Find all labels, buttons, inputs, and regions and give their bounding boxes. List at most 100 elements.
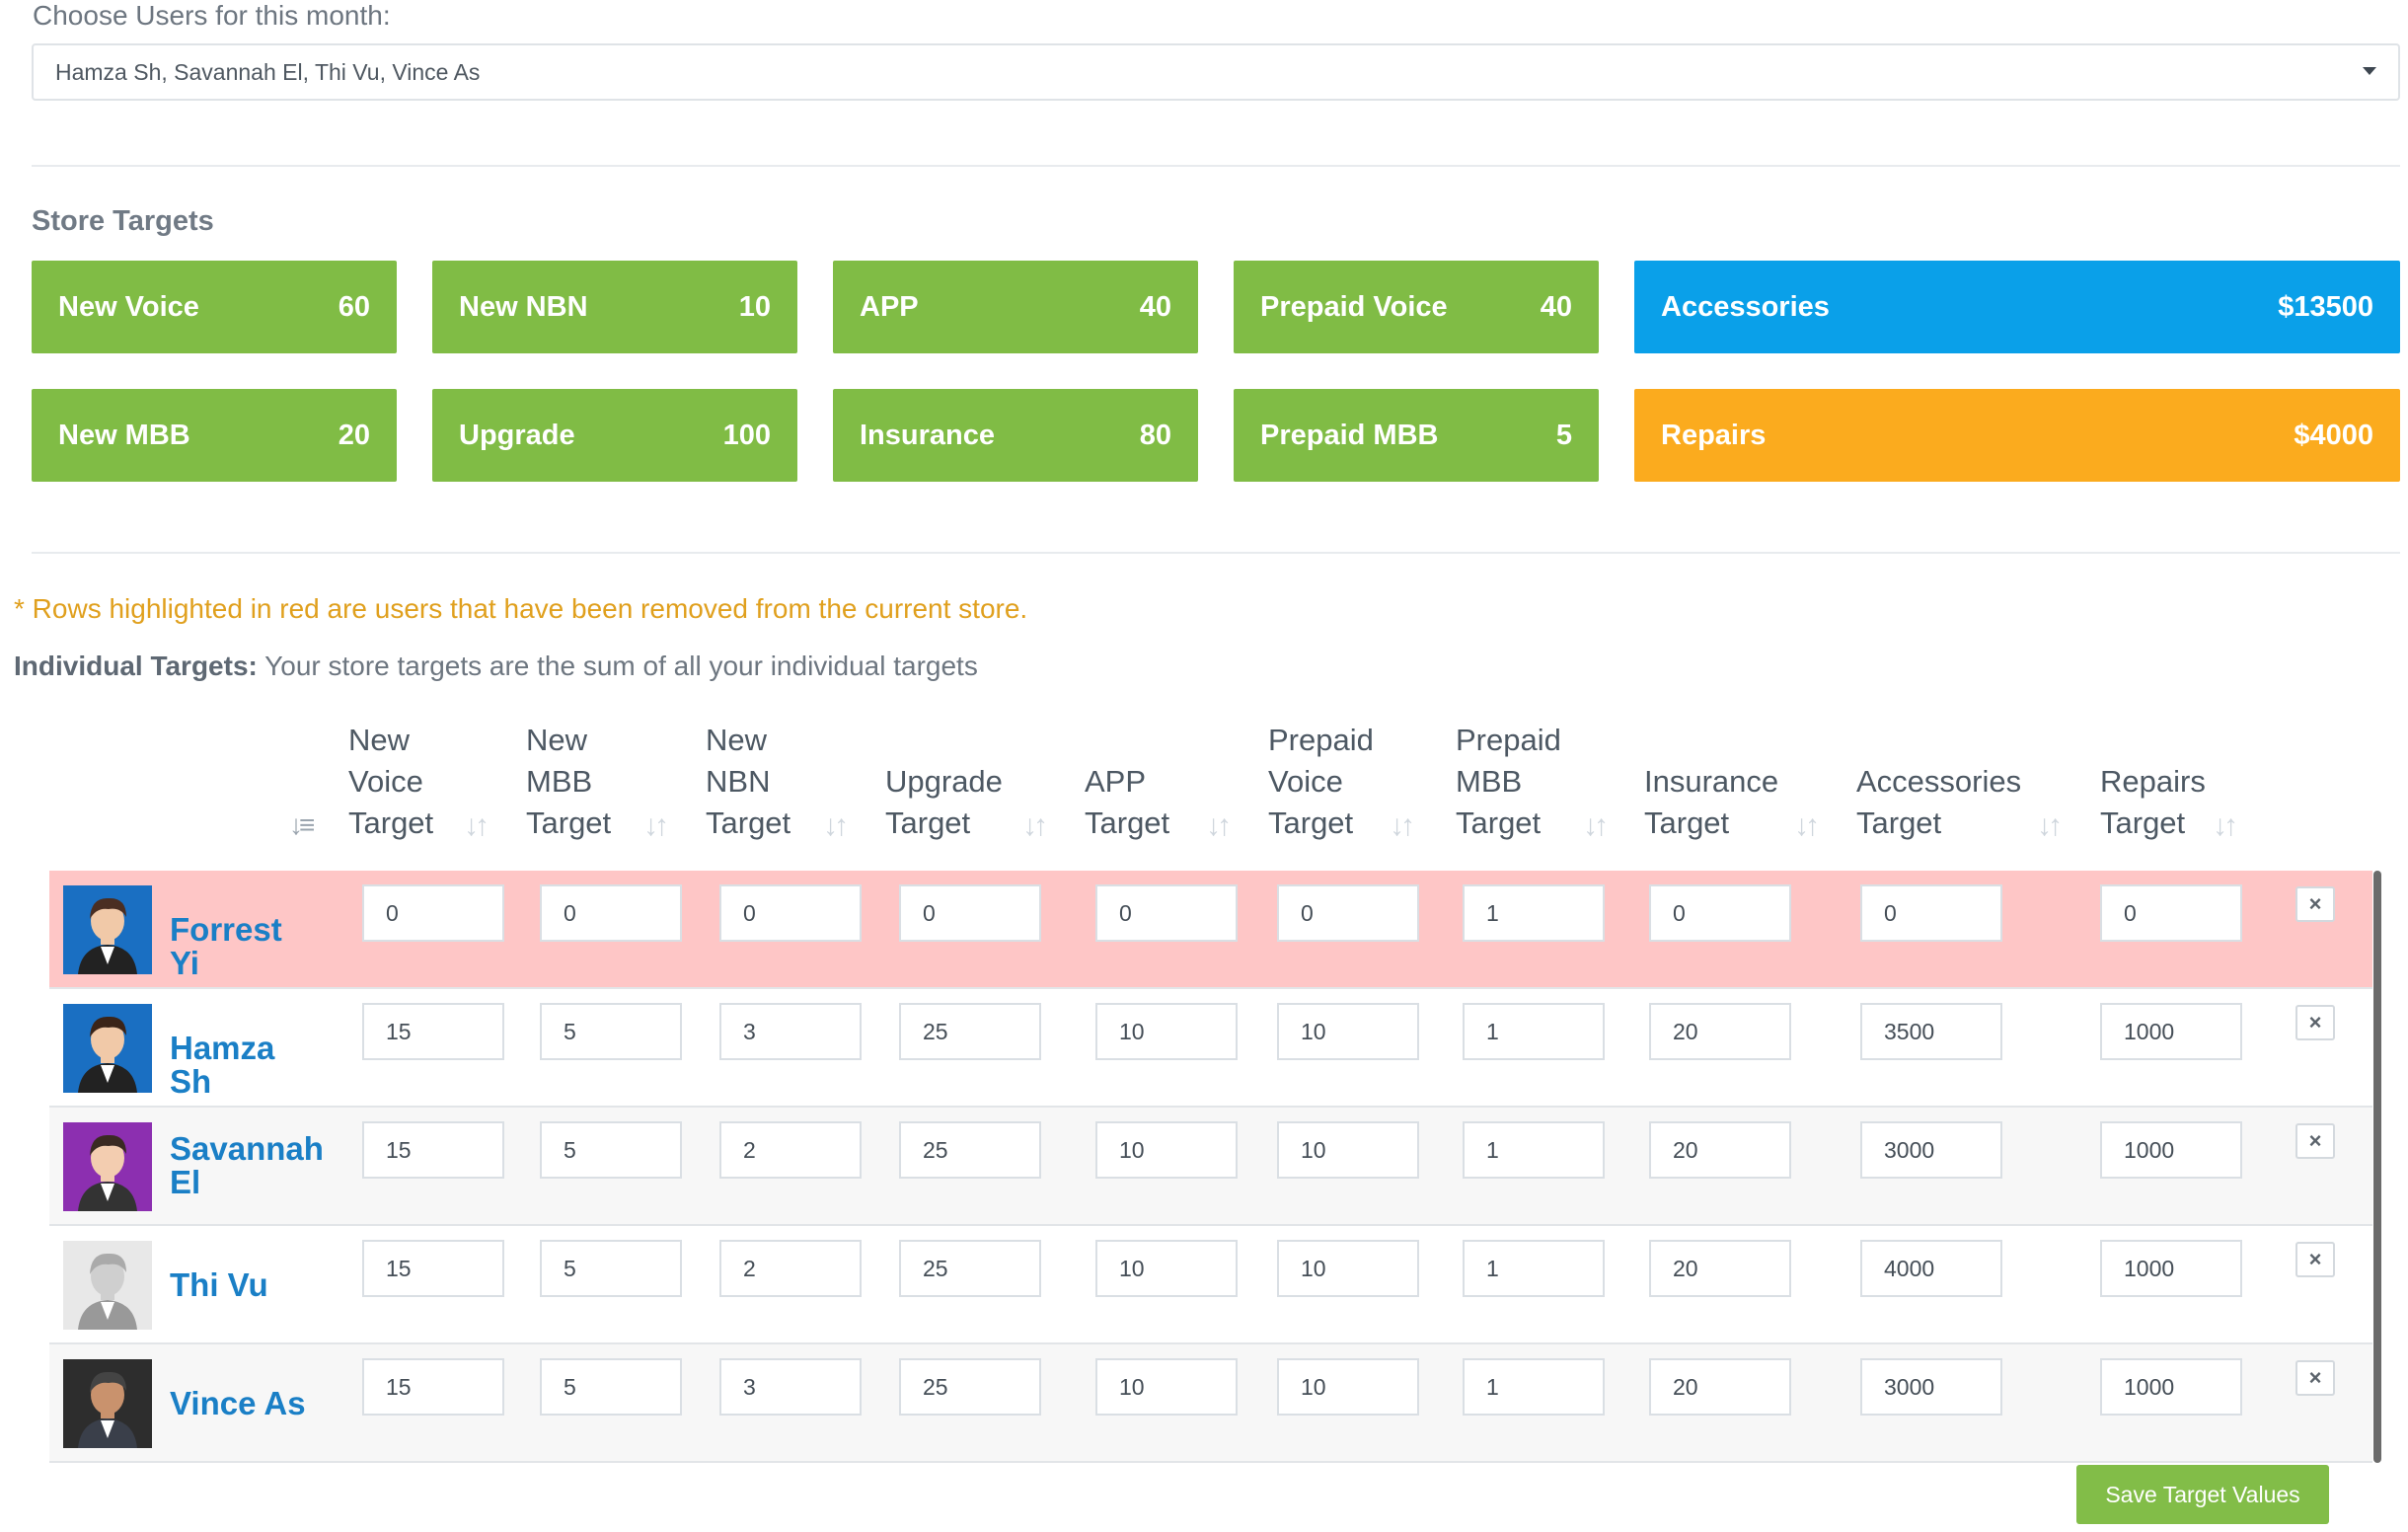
target-tile-value: 40 (1139, 290, 1171, 323)
target-input[interactable]: 10 (1095, 1121, 1238, 1179)
target-input[interactable]: 5 (540, 1358, 682, 1416)
user-name-link[interactable]: Forrest Yi (170, 911, 282, 981)
target-input[interactable]: 3500 (1860, 1003, 2002, 1060)
target-input[interactable]: 2 (719, 1121, 862, 1179)
target-input[interactable]: 5 (540, 1240, 682, 1297)
column-header[interactable]: New Voice Target (348, 720, 433, 844)
column-header-line: Target (1268, 805, 1354, 840)
target-input[interactable]: 5 (540, 1121, 682, 1179)
target-tile-prepaid-mbb: Prepaid MBB 5 (1234, 389, 1599, 482)
column-header[interactable]: New NBN Target (706, 720, 790, 844)
target-input[interactable]: 1000 (2100, 1121, 2242, 1179)
target-input[interactable]: 20 (1649, 1003, 1791, 1060)
sort-icon[interactable]: ↓↑ (1583, 809, 1609, 842)
remove-row-close-icon[interactable]: × (2295, 1123, 2335, 1159)
target-input[interactable]: 15 (362, 1003, 504, 1060)
target-input[interactable]: 5 (540, 1003, 682, 1060)
target-input[interactable]: 1 (1463, 1240, 1605, 1297)
target-input[interactable]: 25 (899, 1358, 1041, 1416)
users-select[interactable]: Hamza Sh, Savannah El, Thi Vu, Vince As (32, 43, 2400, 101)
target-input[interactable]: 3 (719, 1358, 862, 1416)
caret-down-icon[interactable] (2363, 67, 2376, 75)
target-input[interactable]: 25 (899, 1121, 1041, 1179)
column-header[interactable]: Insurance Target (1644, 761, 1778, 844)
target-input[interactable]: 0 (899, 884, 1041, 942)
column-header[interactable]: Accessories Target (1856, 761, 2021, 844)
target-input[interactable]: 1000 (2100, 1003, 2242, 1060)
individual-targets-subtitle: Your store targets are the sum of all yo… (264, 651, 978, 681)
sort-icon[interactable]: ↓↑ (2213, 809, 2238, 842)
target-tile-value: 80 (1139, 419, 1171, 451)
user-name-link[interactable]: Thi Vu (170, 1266, 268, 1303)
target-input[interactable]: 3000 (1860, 1121, 2002, 1179)
sort-icon[interactable]: ↓↑ (1794, 809, 1820, 842)
target-input[interactable]: 15 (362, 1121, 504, 1179)
column-header-line: APP (1085, 764, 1147, 799)
column-header[interactable]: New MBB Target (526, 720, 611, 844)
sort-name-icon[interactable]: ↓≡ (289, 809, 315, 840)
column-header[interactable]: Upgrade Target (885, 761, 1003, 844)
target-input[interactable]: 25 (899, 1003, 1041, 1060)
user-name-link[interactable]: Vince As (170, 1385, 306, 1421)
target-input[interactable]: 3 (719, 1003, 862, 1060)
target-input[interactable]: 15 (362, 1240, 504, 1297)
sort-icon[interactable]: ↓↑ (1022, 809, 1048, 842)
target-input[interactable]: 20 (1649, 1358, 1791, 1416)
save-target-values-button[interactable]: Save Target Values (2076, 1465, 2329, 1524)
target-input[interactable]: 1 (1463, 884, 1605, 942)
target-input[interactable]: 1000 (2100, 1358, 2242, 1416)
target-input[interactable]: 10 (1277, 1003, 1419, 1060)
target-input[interactable]: 1 (1463, 1358, 1605, 1416)
target-tile-label: Prepaid MBB (1260, 419, 1439, 451)
target-input[interactable]: 0 (1649, 884, 1791, 942)
target-input[interactable]: 0 (1860, 884, 2002, 942)
target-input[interactable]: 0 (1277, 884, 1419, 942)
target-input[interactable]: 10 (1277, 1121, 1419, 1179)
target-tile-value: $13500 (2278, 290, 2373, 323)
target-input[interactable]: 10 (1277, 1358, 1419, 1416)
target-input[interactable]: 0 (362, 884, 504, 942)
target-input[interactable]: 2 (719, 1240, 862, 1297)
target-input[interactable]: 25 (899, 1240, 1041, 1297)
sort-icon[interactable]: ↓↑ (2037, 809, 2063, 842)
target-input[interactable]: 0 (719, 884, 862, 942)
target-input[interactable]: 10 (1095, 1240, 1238, 1297)
remove-row-close-icon[interactable]: × (2295, 886, 2335, 922)
user-name-link[interactable]: Hamza Sh (170, 1030, 275, 1100)
target-input[interactable]: 0 (2100, 884, 2242, 942)
target-input[interactable]: 20 (1649, 1240, 1791, 1297)
remove-row-close-icon[interactable]: × (2295, 1005, 2335, 1040)
user-name-link[interactable]: Savannah El (170, 1130, 324, 1200)
target-input[interactable]: 1 (1463, 1121, 1605, 1179)
column-header[interactable]: Prepaid Voice Target (1268, 720, 1374, 844)
column-header[interactable]: APP Target (1085, 761, 1169, 844)
target-input[interactable]: 1 (1463, 1003, 1605, 1060)
column-header[interactable]: Repairs Target (2100, 761, 2206, 844)
target-input[interactable]: 10 (1277, 1240, 1419, 1297)
remove-row-close-icon[interactable]: × (2295, 1242, 2335, 1277)
individual-targets-caption: Individual Targets: Your store targets a… (14, 651, 978, 682)
target-tile-label: Insurance (860, 419, 995, 451)
column-header-line: Target (1856, 805, 1942, 840)
sort-icon[interactable]: ↓↑ (1206, 809, 1232, 842)
target-input[interactable]: 0 (540, 884, 682, 942)
target-input[interactable]: 1000 (2100, 1240, 2242, 1297)
target-input[interactable]: 10 (1095, 1003, 1238, 1060)
target-input[interactable]: 3000 (1860, 1358, 2002, 1416)
column-header-line: Target (2100, 805, 2186, 840)
sort-icon[interactable]: ↓↑ (1390, 809, 1415, 842)
target-input[interactable]: 10 (1095, 1358, 1238, 1416)
column-header[interactable]: Prepaid MBB Target (1456, 720, 1561, 844)
target-input[interactable]: 15 (362, 1358, 504, 1416)
remove-row-close-icon[interactable]: × (2295, 1360, 2335, 1396)
sort-icon[interactable]: ↓↑ (823, 809, 849, 842)
sort-icon[interactable]: ↓↑ (464, 809, 489, 842)
column-header-line: Target (1456, 805, 1542, 840)
target-input[interactable]: 20 (1649, 1121, 1791, 1179)
column-header-line: Voice (1268, 764, 1343, 799)
target-input[interactable]: 0 (1095, 884, 1238, 942)
target-input[interactable]: 4000 (1860, 1240, 2002, 1297)
scrollbar[interactable] (2373, 871, 2381, 1463)
target-tile-value: 60 (338, 290, 370, 323)
sort-icon[interactable]: ↓↑ (643, 809, 669, 842)
